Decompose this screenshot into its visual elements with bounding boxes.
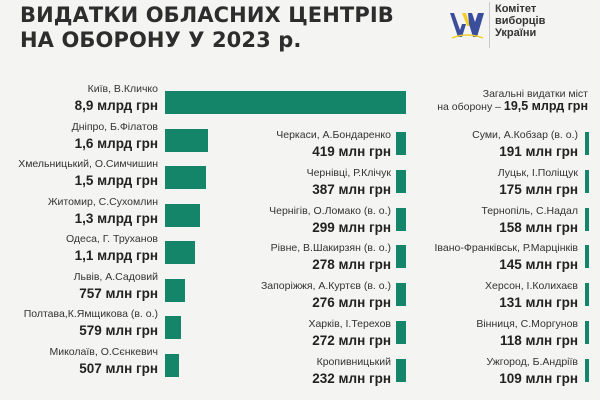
bar-9 xyxy=(396,169,406,193)
bar-20 xyxy=(585,321,589,344)
value-label-17: 158 млн грн xyxy=(499,219,578,235)
title-line-2: НА ОБОРОНУ У 2023 р. xyxy=(20,27,302,52)
org-name-line-3: України xyxy=(495,27,537,39)
value-label-11: 278 млн грн xyxy=(312,257,391,273)
category-label-10: Чернігів, О.Ломако (в. о.) xyxy=(269,204,391,217)
category-label-20: Вінниця, С.Моргунов xyxy=(476,318,578,330)
bar-15 xyxy=(585,132,589,155)
category-label-6: Полтава,К.Ямщикова (в. о.) xyxy=(23,308,158,320)
bar-13 xyxy=(396,321,406,344)
value-label-18: 145 млн грн xyxy=(499,257,578,273)
bar-6 xyxy=(165,316,181,339)
category-label-0: Київ, В.Кличко xyxy=(87,83,158,95)
total-label: Загальні видатки міст xyxy=(482,88,588,100)
bar-11 xyxy=(396,245,406,269)
bar-21 xyxy=(585,358,589,382)
value-label-2: 1,5 млрд грн xyxy=(74,173,158,188)
org-name-line-2: виборців xyxy=(495,15,546,27)
bar-0 xyxy=(165,91,406,114)
value-label-14: 232 млн грн xyxy=(312,370,391,386)
category-label-4: Одеса, Г. Труханов xyxy=(65,233,158,245)
value-label-9: 387 млн грн xyxy=(312,181,391,197)
value-label-7: 507 млн грн xyxy=(79,360,158,376)
bar-17 xyxy=(585,207,589,231)
title-line-1: ВИДАТКИ ОБЛАСНИХ ЦЕНТРІВ xyxy=(20,3,394,27)
bar-14 xyxy=(396,358,406,382)
category-label-9: Чернівці, Р.Клічук xyxy=(306,166,391,179)
value-label-4: 1,1 млрд грн xyxy=(74,248,158,263)
category-label-15: Суми, А.Кобзар (в. о.) xyxy=(472,129,578,141)
bar-19 xyxy=(585,283,589,307)
value-label-3: 1,3 млрд грн xyxy=(74,210,158,226)
category-label-1: Дніпро, Б.Філатов xyxy=(71,120,158,133)
value-label-5: 757 млн грн xyxy=(79,285,158,301)
value-label-16: 175 млн грн xyxy=(499,181,578,197)
bar-12 xyxy=(396,283,406,307)
category-label-17: Тернопіль, С.Надал xyxy=(481,204,578,217)
value-label-13: 272 млн грн xyxy=(312,333,391,348)
category-label-13: Харків, І.Терехов xyxy=(308,318,391,330)
bar-8 xyxy=(396,132,406,155)
value-label-10: 299 млн грн xyxy=(312,219,391,235)
bar-4 xyxy=(165,241,195,264)
category-label-14: Кропивницький xyxy=(316,355,391,368)
bar-5 xyxy=(165,278,186,302)
category-label-12: Запоріжжя, А.Куртєв (в. о.) xyxy=(260,280,391,293)
value-label-20: 118 млн грн xyxy=(499,333,578,348)
bar-10 xyxy=(396,207,406,231)
cvu-logo-icon xyxy=(450,13,484,39)
value-label-21: 109 млн грн xyxy=(499,370,578,386)
category-label-21: Ужгород, Б.Андріїв xyxy=(486,355,578,368)
bar-16 xyxy=(585,169,589,193)
value-label-8: 419 млн грн xyxy=(312,144,391,159)
category-label-5: Львів, А.Садовий xyxy=(73,270,158,283)
bar-3 xyxy=(165,203,201,227)
category-label-16: Луцьк, І.Поліщук xyxy=(497,166,578,179)
logo-divider xyxy=(489,2,490,48)
bar-18 xyxy=(585,245,589,269)
bar-7 xyxy=(165,353,179,377)
total-value: 19,5 млрд грн xyxy=(503,99,588,113)
bar-1 xyxy=(165,128,209,152)
bar-2 xyxy=(165,166,206,189)
category-label-2: Хмельницький, О.Симчишин xyxy=(18,158,158,170)
value-label-1: 1,6 млрд грн xyxy=(74,135,158,151)
total-expenses: Загальні видатки міст на оборону – 19,5 … xyxy=(437,88,588,113)
category-label-18: Івано-Франківськ, Р.Марцінків xyxy=(434,242,578,255)
value-label-15: 191 млн грн xyxy=(499,144,578,159)
category-label-19: Херсон, І.Колихаєв xyxy=(485,280,578,293)
category-label-7: Миколаїв, О.Сєнкевич xyxy=(49,345,158,358)
page-title: ВИДАТКИ ОБЛАСНИХ ЦЕНТРІВ НА ОБОРОНУ У 20… xyxy=(20,3,394,52)
org-name-line-1: Комітет xyxy=(495,3,537,15)
value-label-12: 276 млн грн xyxy=(312,295,391,311)
category-label-11: Рівне, В.Шакирзян (в. о.) xyxy=(270,242,391,255)
total-prefix: на оборону – xyxy=(437,101,501,113)
value-label-6: 579 млн грн xyxy=(79,323,158,338)
value-label-19: 131 млн грн xyxy=(499,295,578,311)
category-label-3: Житомир, С.Сухомлин xyxy=(47,195,158,208)
value-label-0: 8,9 млрд грн xyxy=(74,98,158,113)
category-label-8: Черкаси, А.Бондаренко xyxy=(276,129,391,141)
org-name: Комітет виборців України xyxy=(495,3,545,39)
